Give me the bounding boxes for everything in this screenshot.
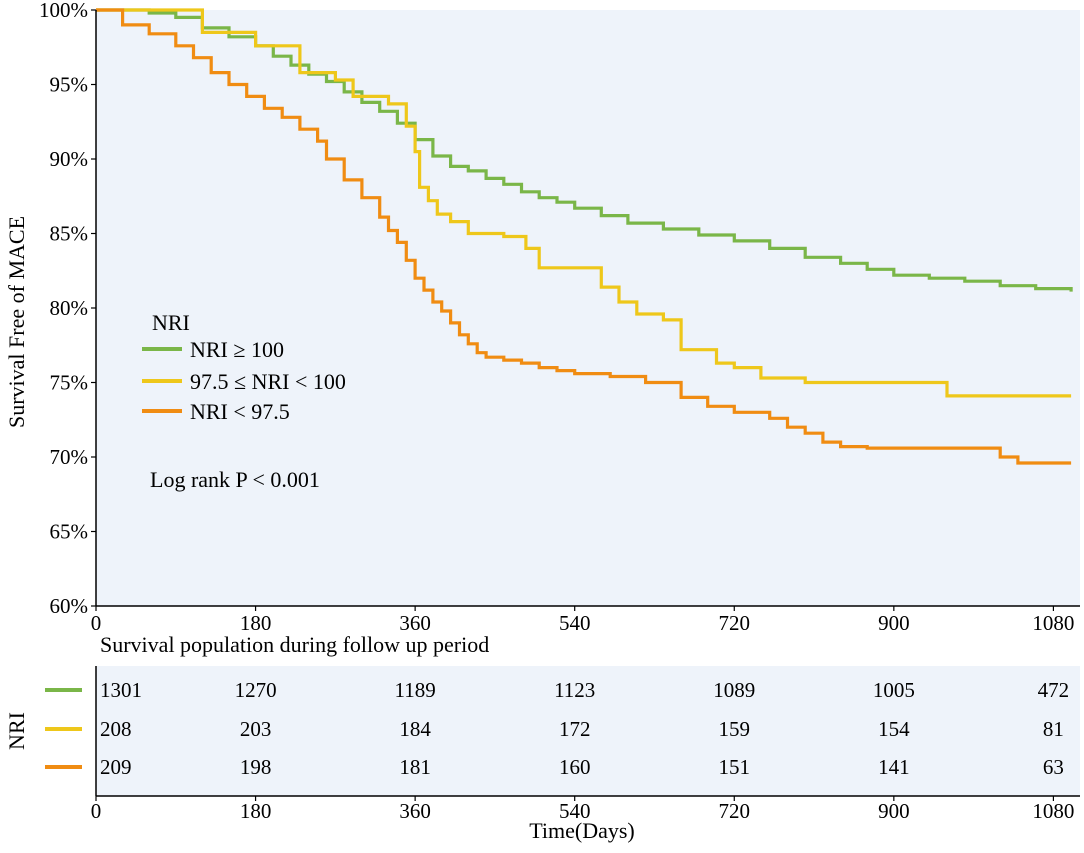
y-tick-label: 95% (50, 73, 89, 97)
risk-count: 151 (719, 755, 751, 779)
legend: NRI NRI ≥ 100 97.5 ≤ NRI < 100 NRI < 97.… (142, 310, 346, 424)
risk-count: 472 (1038, 678, 1070, 702)
risk-count: 184 (399, 717, 431, 741)
risk-count: 141 (878, 755, 910, 779)
risk-table-row-title: NRI (4, 712, 29, 750)
risk-count: 198 (240, 755, 272, 779)
table-x-tick-label: 0 (91, 799, 102, 823)
risk-table-title: Survival population during follow up per… (100, 632, 489, 657)
y-tick-label: 60% (50, 594, 89, 618)
y-axis-ticks: 60% 65% 70% 75% 80% 85% 90% 95% 100% (39, 0, 96, 618)
risk-count: 1123 (554, 678, 595, 702)
risk-count: 159 (719, 717, 751, 741)
risk-count: 63 (1043, 755, 1064, 779)
legend-label-nri-97-100: 97.5 ≤ NRI < 100 (190, 369, 346, 394)
table-x-tick-label: 720 (719, 799, 751, 823)
table-x-tick-label: 360 (399, 799, 431, 823)
risk-count: 160 (559, 755, 591, 779)
survival-curve-1 (96, 8, 1072, 398)
x-tick-label: 0 (91, 611, 102, 635)
x-tick-label: 360 (399, 611, 431, 635)
x-tick-label: 1080 (1032, 611, 1074, 635)
table-x-tick-label: 540 (559, 799, 591, 823)
y-tick-label: 80% (50, 296, 89, 320)
survival-curve-2 (96, 8, 1072, 465)
risk-count: 203 (240, 717, 272, 741)
x-axis-title: Time(Days) (529, 818, 635, 843)
y-tick-label: 100% (39, 0, 88, 22)
y-tick-label: 90% (50, 147, 89, 171)
risk-count: 181 (399, 755, 431, 779)
y-tick-label: 75% (50, 371, 89, 395)
table-x-tick-label: 180 (240, 799, 272, 823)
x-tick-label: 180 (240, 611, 272, 635)
y-axis-title: Survival Free of MACE (4, 216, 29, 428)
x-tick-label: 540 (559, 611, 591, 635)
y-tick-label: 85% (50, 222, 89, 246)
log-rank-annotation: Log rank P < 0.001 (150, 467, 320, 492)
risk-count: 1189 (395, 678, 436, 702)
y-tick-label: 65% (50, 520, 89, 544)
legend-label-nri-lt-97: NRI < 97.5 (190, 399, 290, 424)
risk-count: 81 (1043, 717, 1064, 741)
risk-table-area (96, 666, 1080, 796)
risk-count: 1301 (100, 678, 142, 702)
risk-count: 209 (100, 755, 132, 779)
survival-curves (96, 8, 1073, 465)
risk-table: 1301 1270 1189 1123 1089 1005 472 208 203 184 172 1… (45, 678, 1069, 779)
risk-count: 1005 (873, 678, 915, 702)
risk-count: 208 (100, 717, 132, 741)
table-x-tick-label: 1080 (1032, 799, 1074, 823)
risk-table-x-ticks: 0 180 360 540 720 900 1080 (91, 796, 1074, 823)
x-tick-label: 720 (719, 611, 751, 635)
risk-count: 172 (559, 717, 591, 741)
legend-label-nri-ge-100: NRI ≥ 100 (190, 337, 284, 362)
plot-area (96, 10, 1080, 606)
x-axis-ticks: 0 180 360 540 720 900 1080 (91, 606, 1074, 635)
risk-count: 1270 (235, 678, 277, 702)
survival-curve-0 (96, 8, 1073, 292)
risk-count: 1089 (713, 678, 755, 702)
y-tick-label: 70% (50, 445, 89, 469)
x-tick-label: 900 (878, 611, 910, 635)
legend-title: NRI (152, 310, 190, 335)
risk-count: 154 (878, 717, 910, 741)
table-x-tick-label: 900 (878, 799, 910, 823)
